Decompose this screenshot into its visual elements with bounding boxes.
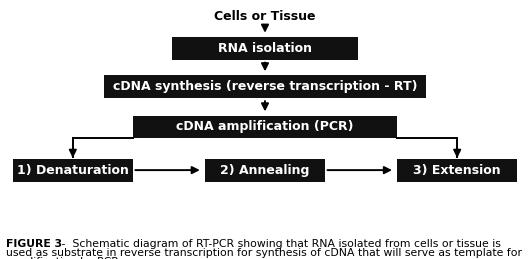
FancyBboxPatch shape [104, 75, 426, 98]
FancyBboxPatch shape [398, 159, 517, 182]
FancyBboxPatch shape [132, 116, 398, 138]
FancyBboxPatch shape [13, 159, 132, 182]
Text: 3) Extension: 3) Extension [413, 164, 501, 177]
Text: cDNA synthesis (reverse transcription - RT): cDNA synthesis (reverse transcription - … [113, 80, 417, 93]
Text: -  Schematic diagram of RT-PCR showing that RNA isolated from cells or tissue is: - Schematic diagram of RT-PCR showing th… [58, 239, 501, 249]
Text: 2) Annealing: 2) Annealing [220, 164, 310, 177]
Text: amplification by PCR.: amplification by PCR. [6, 257, 122, 259]
Text: cDNA amplification (PCR): cDNA amplification (PCR) [176, 120, 354, 133]
FancyBboxPatch shape [172, 37, 358, 60]
FancyBboxPatch shape [205, 159, 325, 182]
Text: used as substrate in reverse transcription for synthesis of cDNA that will serve: used as substrate in reverse transcripti… [6, 248, 523, 258]
Text: FIGURE 3: FIGURE 3 [6, 239, 63, 249]
Text: Cells or Tissue: Cells or Tissue [214, 10, 316, 23]
Text: 1) Denaturation: 1) Denaturation [17, 164, 129, 177]
Text: RNA isolation: RNA isolation [218, 42, 312, 55]
